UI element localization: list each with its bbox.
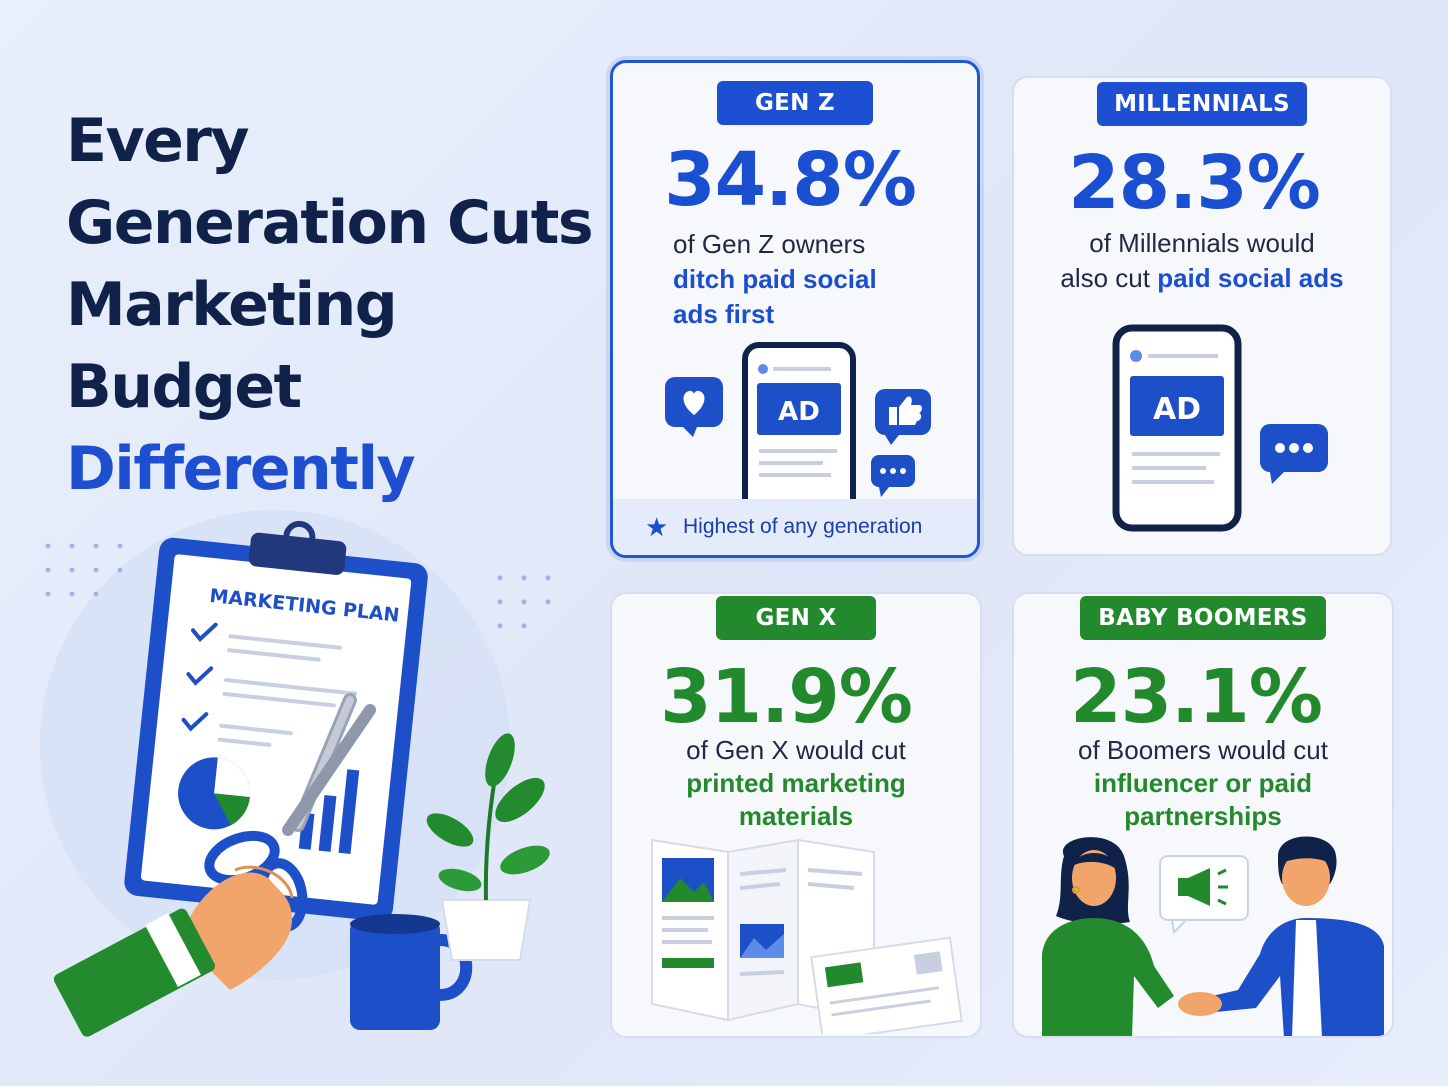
checkmark-icon bbox=[181, 712, 209, 732]
title-highlight: Differently bbox=[66, 434, 416, 504]
thumbs-up-icon bbox=[875, 389, 931, 445]
checkmark-icon bbox=[190, 622, 218, 643]
desc-gen-z-plain: of Gen Z owners bbox=[673, 229, 866, 259]
desc-gen-x: of Gen X would cut printed marketing mat… bbox=[612, 734, 980, 833]
marketing-plan-illustration: MARKETING PLAN bbox=[40, 510, 551, 1037]
social-ads-illustration: AD bbox=[1112, 324, 1328, 532]
desc-baby-boomers: of Boomers would cut influencer or paid … bbox=[1014, 734, 1392, 833]
stat-baby-boomers: 23.1% bbox=[1070, 654, 1323, 740]
desc-millennials-emphasis: paid social ads bbox=[1157, 263, 1344, 293]
chat-bubble-icon bbox=[1260, 424, 1328, 484]
plant bbox=[426, 733, 550, 961]
chat-bubble-icon bbox=[871, 455, 915, 497]
page-title: Every Generation Cuts Marketing Budget D… bbox=[66, 100, 606, 510]
title-line-1: Every bbox=[66, 106, 250, 176]
desc-gen-z-emphasis-2: ads first bbox=[673, 299, 775, 329]
gen-z-footnote: ★ Highest of any generation bbox=[613, 499, 977, 555]
megaphone-icon bbox=[1159, 855, 1249, 935]
star-icon: ★ bbox=[645, 512, 669, 542]
desc-gen-z-emphasis-1: ditch paid social bbox=[673, 264, 877, 294]
badge-millennials: MILLENNIALS bbox=[1097, 82, 1307, 126]
heart-icon bbox=[665, 377, 723, 437]
badge-baby-boomers: BABY BOOMERS bbox=[1080, 596, 1326, 640]
desc-millennials: of Millennials would also cut paid socia… bbox=[1014, 226, 1390, 296]
desc-millennials-plain-2: also cut bbox=[1060, 263, 1158, 293]
card-gen-z: GEN Z 34.8% of Gen Z owners ditch paid s… bbox=[610, 60, 980, 558]
desc-boomers-emphasis-2: partnerships bbox=[1124, 801, 1282, 831]
stat-millennials: 28.3% bbox=[1068, 140, 1321, 226]
title-line-3: Marketing bbox=[66, 270, 398, 340]
desc-gen-z: of Gen Z owners ditch paid social ads fi… bbox=[673, 227, 973, 332]
badge-gen-x: GEN X bbox=[716, 596, 876, 640]
woman-figure bbox=[1042, 837, 1174, 1036]
footnote-text: Highest of any generation bbox=[683, 515, 923, 538]
card-millennials: MILLENNIALS 28.3% of Millennials would a… bbox=[1012, 76, 1392, 556]
desc-gen-x-emphasis-1: printed marketing bbox=[686, 768, 906, 798]
desc-boomers-plain: of Boomers would cut bbox=[1077, 735, 1328, 765]
brochure-illustration bbox=[651, 838, 963, 1034]
stat-gen-z: 34.8% bbox=[664, 137, 917, 223]
title-line-2: Generation Cuts bbox=[66, 188, 594, 258]
dot-pattern bbox=[45, 543, 551, 629]
checkmark-icon bbox=[186, 666, 214, 686]
hand bbox=[53, 865, 294, 1037]
badge-gen-z: GEN Z bbox=[717, 81, 873, 125]
desc-gen-x-plain: of Gen X would cut bbox=[686, 735, 906, 765]
desc-millennials-plain-1: of Millennials would bbox=[1089, 228, 1315, 258]
ad-label-gen-z: AD bbox=[778, 397, 820, 427]
ad-label-millennials: AD bbox=[1153, 392, 1201, 427]
man-figure bbox=[1212, 836, 1384, 1036]
stat-gen-x: 31.9% bbox=[660, 654, 913, 740]
desc-boomers-emphasis-1: influencer or paid bbox=[1093, 768, 1313, 798]
card-baby-boomers: BABY BOOMERS 23.1% of Boomers would cut … bbox=[1012, 592, 1394, 1038]
title-line-4: Budget bbox=[66, 352, 302, 422]
card-gen-x: GEN X 31.9% of Gen X would cut printed m… bbox=[610, 592, 982, 1038]
social-ads-illustration: AD bbox=[665, 342, 931, 505]
desc-gen-x-emphasis-2: materials bbox=[738, 801, 854, 831]
handshake-illustration bbox=[1042, 836, 1384, 1036]
